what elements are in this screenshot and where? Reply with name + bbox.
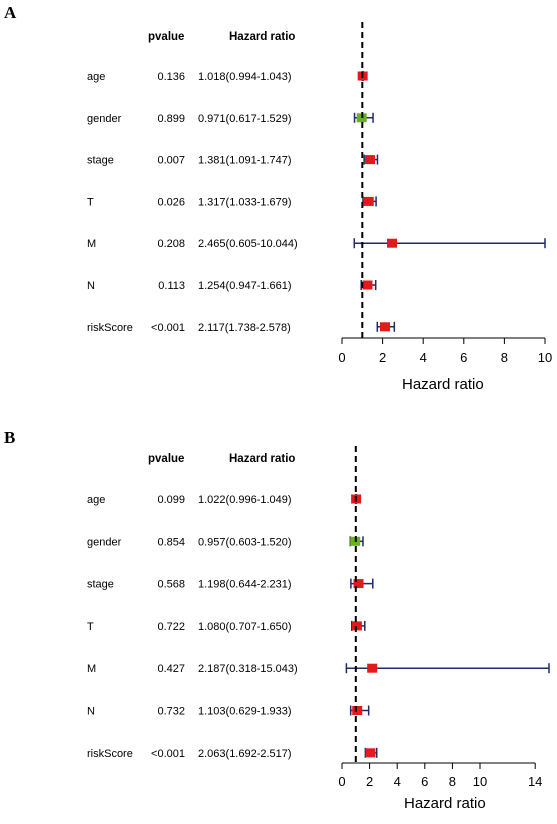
x-axis-label-a: Hazard ratio xyxy=(402,376,484,393)
x-tick-label: 4 xyxy=(420,350,427,365)
row-pvalue: 0.007 xyxy=(157,155,185,167)
row-variable-label: M xyxy=(87,238,96,250)
hazard-ratio-point xyxy=(362,280,373,290)
x-tick-label: 0 xyxy=(338,350,345,365)
row-variable-label: N xyxy=(87,706,95,718)
row-variable-label: age xyxy=(87,71,105,83)
row-pvalue: 0.026 xyxy=(157,196,185,208)
row-pvalue: 0.722 xyxy=(157,621,185,633)
hazard-ratio-point xyxy=(387,238,398,248)
hazard-ratio-point xyxy=(353,579,364,589)
hazard-ratio-point xyxy=(367,663,378,673)
row-variable-label: N xyxy=(87,280,95,292)
row-hazard-ratio-text: 1.103(0.629-1.933) xyxy=(198,706,292,718)
row-variable-label: T xyxy=(87,621,94,633)
row-pvalue: 0.113 xyxy=(158,280,185,292)
hazard-ratio-point xyxy=(352,706,363,715)
hazard-ratio-point xyxy=(365,155,376,165)
row-hazard-ratio-text: 1.317(1.033-1.679) xyxy=(198,196,292,208)
x-tick-label: 10 xyxy=(473,774,487,789)
row-pvalue: 0.732 xyxy=(157,706,185,718)
x-tick-label: 2 xyxy=(366,774,373,789)
hazard-ratio-point xyxy=(351,621,362,631)
row-hazard-ratio-text: 1.080(0.707-1.650) xyxy=(198,621,292,633)
panel-label-a: A xyxy=(4,3,17,22)
header-pvalue-a: pvalue xyxy=(148,31,184,43)
panel-label-b: B xyxy=(4,428,15,447)
x-tick-label: 4 xyxy=(394,774,401,789)
row-hazard-ratio-text: 2.465(0.605-10.044) xyxy=(198,238,298,250)
row-pvalue: 0.136 xyxy=(157,71,185,83)
header-hazard-ratio-a: Hazard ratio xyxy=(229,31,295,43)
x-tick-label: 8 xyxy=(449,774,456,789)
row-hazard-ratio-text: 0.957(0.603-1.520) xyxy=(198,536,292,548)
x-tick-label: 6 xyxy=(460,350,467,365)
row-hazard-ratio-text: 1.198(0.644-2.231) xyxy=(198,579,292,591)
row-variable-label: gender xyxy=(87,113,122,125)
forest-plot-a: age 0.136 1.018(0.994-1.043) gender 0.899 0.9… xyxy=(87,22,552,365)
row-hazard-ratio-text: 2.117(1.738-2.578) xyxy=(198,322,291,334)
row-hazard-ratio-text: 2.063(1.692-2.517) xyxy=(198,748,292,760)
row-hazard-ratio-text: 1.022(0.996-1.049) xyxy=(198,494,292,506)
row-pvalue: <0.001 xyxy=(151,322,185,334)
row-pvalue: 0.427 xyxy=(157,663,185,675)
row-variable-label: riskScore xyxy=(87,322,133,334)
row-pvalue: <0.001 xyxy=(151,748,185,760)
header-hazard-ratio-b: Hazard ratio xyxy=(229,453,295,465)
row-variable-label: riskScore xyxy=(87,748,133,760)
row-pvalue: 0.854 xyxy=(157,536,185,548)
forest-plot-b: age 0.099 1.022(0.996-1.049) gender 0.854 0.9… xyxy=(87,446,550,789)
row-variable-label: gender xyxy=(87,536,122,548)
row-variable-label: T xyxy=(87,196,94,208)
row-hazard-ratio-text: 1.254(0.947-1.661) xyxy=(198,280,292,292)
x-tick-label: 8 xyxy=(501,350,508,365)
row-variable-label: M xyxy=(87,663,96,675)
x-tick-label: 2 xyxy=(379,350,386,365)
row-pvalue: 0.568 xyxy=(157,579,185,591)
hazard-ratio-point xyxy=(379,322,390,332)
hazard-ratio-point xyxy=(365,748,376,758)
x-axis-label-b: Hazard ratio xyxy=(404,795,486,812)
header-pvalue-b: pvalue xyxy=(148,453,184,465)
row-hazard-ratio-text: 0.971(0.617-1.529) xyxy=(198,113,292,125)
row-hazard-ratio-text: 1.018(0.994-1.043) xyxy=(198,71,292,83)
row-hazard-ratio-text: 1.381(1.091-1.747) xyxy=(198,155,292,167)
hazard-ratio-point xyxy=(363,196,374,206)
row-variable-label: stage xyxy=(87,579,114,591)
x-tick-label: 0 xyxy=(338,774,345,789)
row-variable-label: age xyxy=(87,494,105,506)
row-pvalue: 0.099 xyxy=(157,494,185,506)
row-pvalue: 0.208 xyxy=(157,238,185,250)
x-tick-label: 10 xyxy=(538,350,552,365)
x-tick-label: 6 xyxy=(421,774,428,789)
row-variable-label: stage xyxy=(87,155,114,167)
row-pvalue: 0.899 xyxy=(157,113,185,125)
row-hazard-ratio-text: 2.187(0.318-15.043) xyxy=(198,663,298,675)
x-tick-label: 14 xyxy=(528,774,542,789)
